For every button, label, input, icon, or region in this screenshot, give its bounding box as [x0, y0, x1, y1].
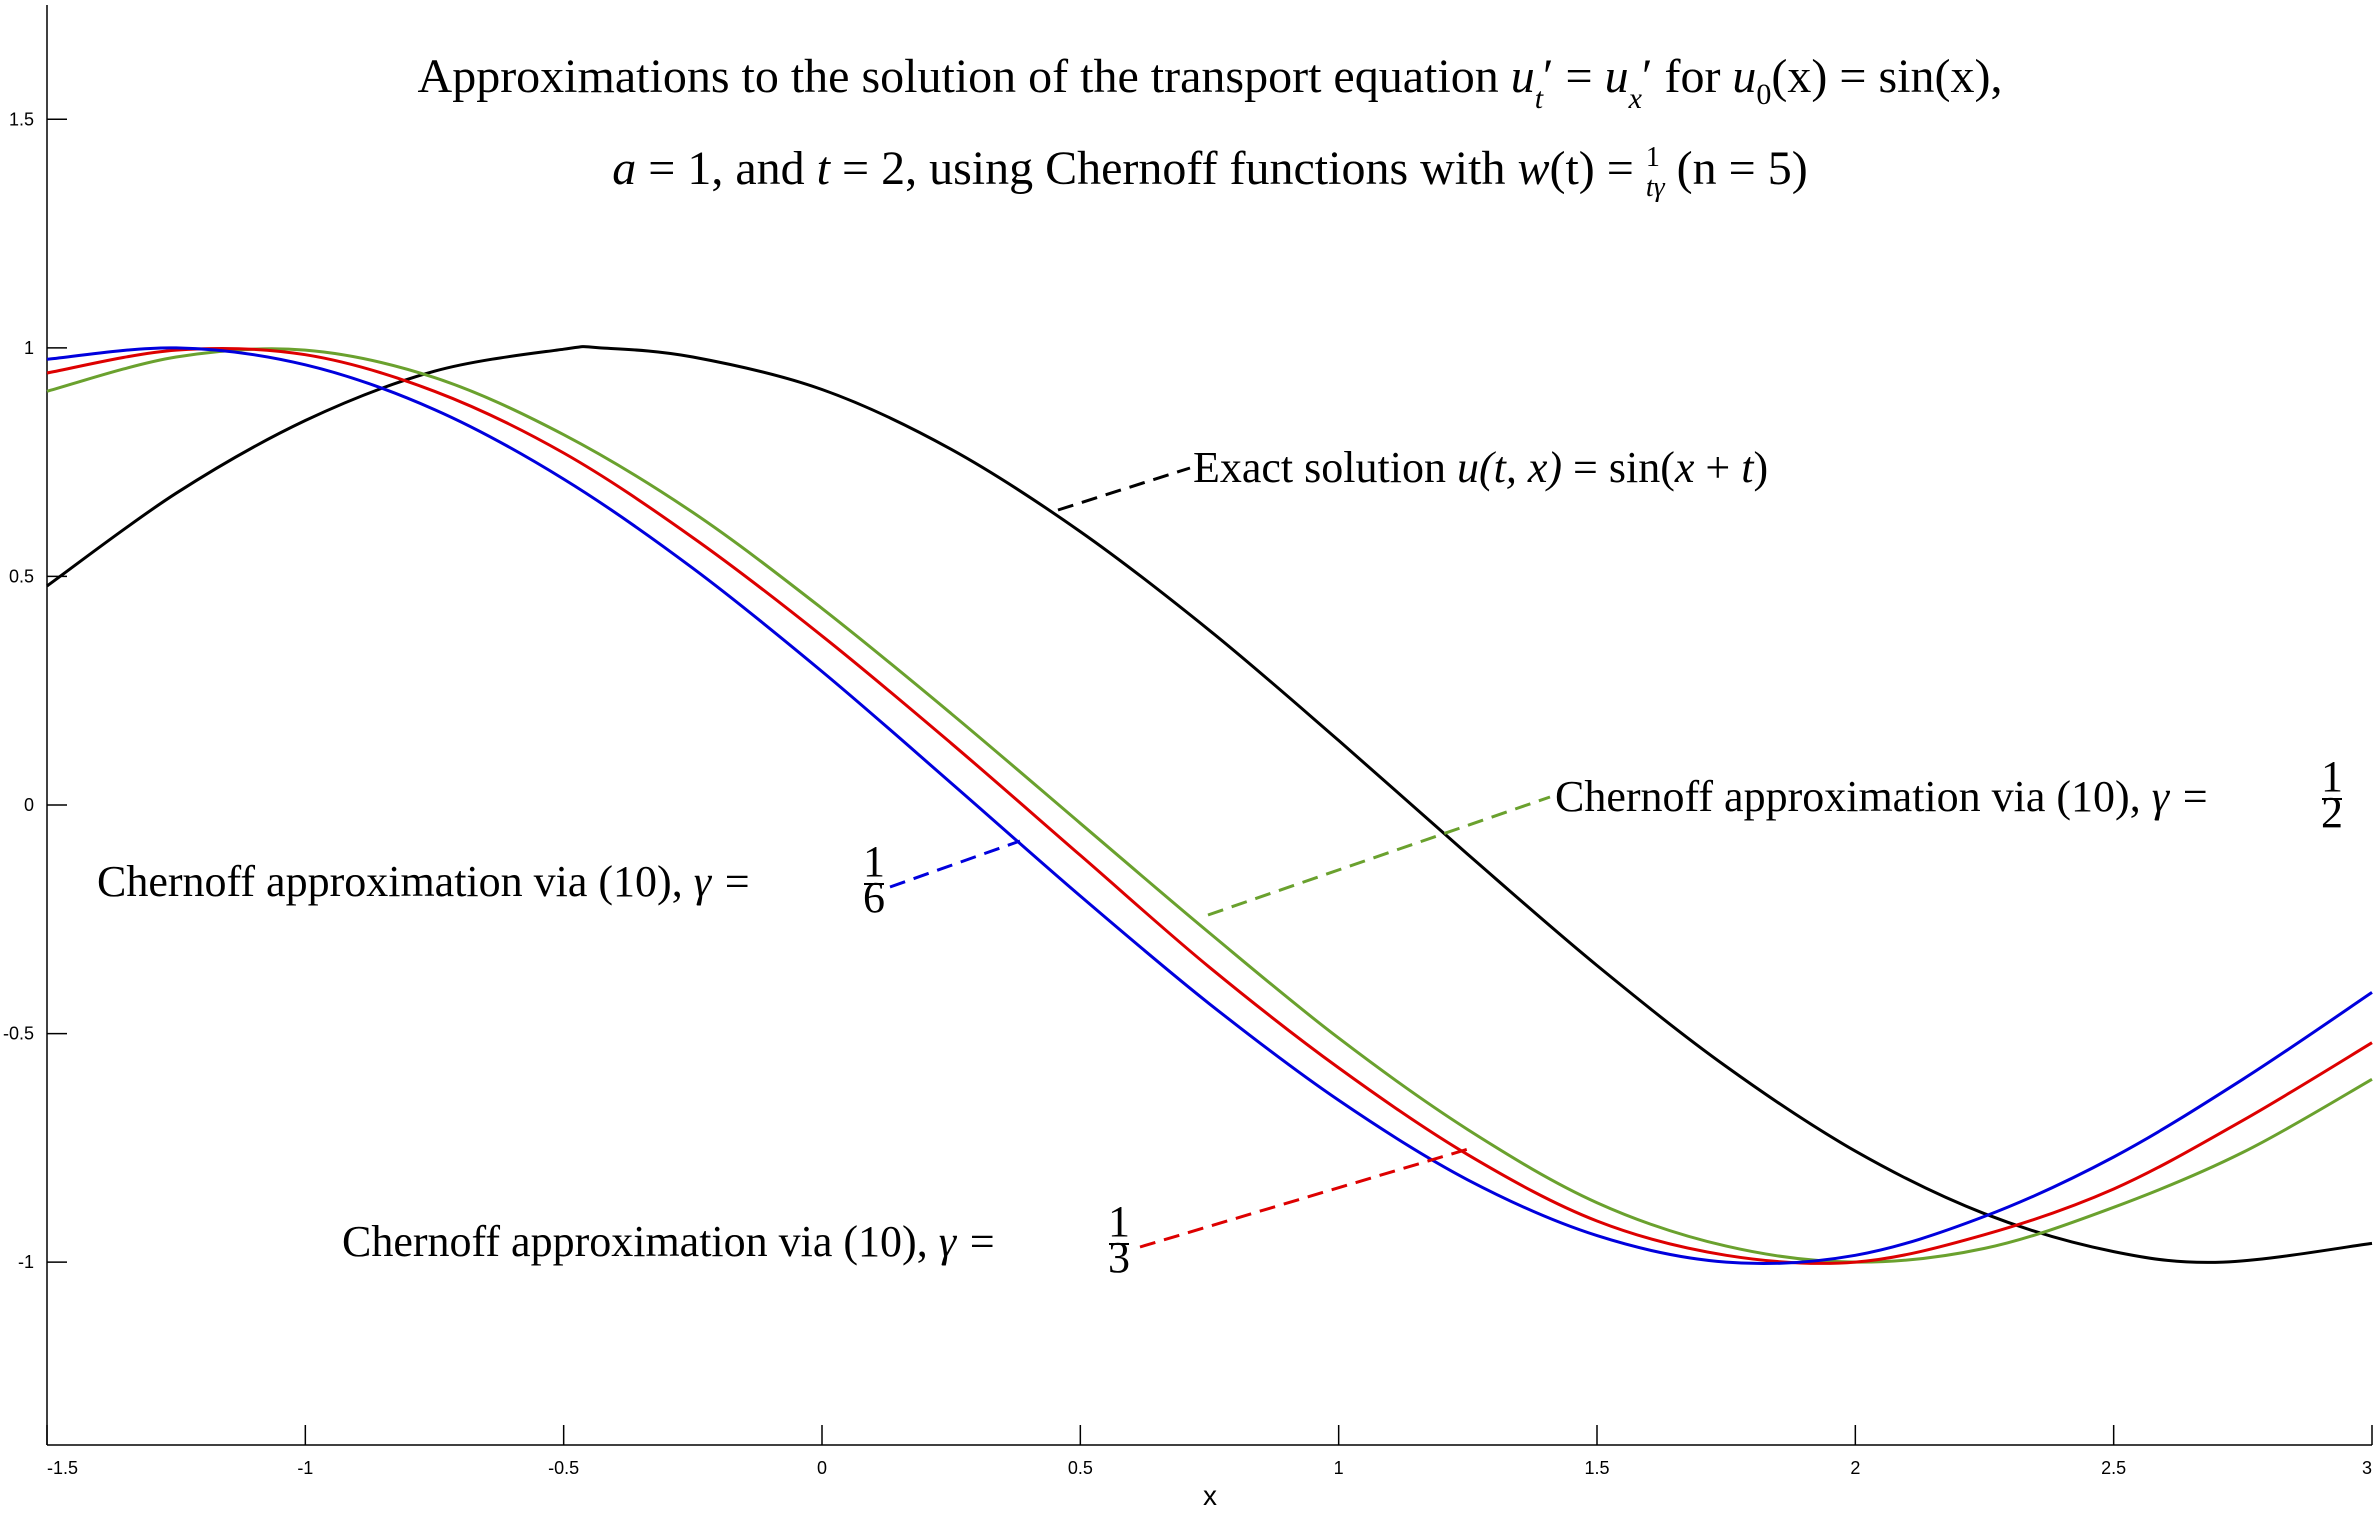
svg-text:1: 1	[2321, 752, 2343, 801]
series-line-gamma-1-6	[46, 346, 2373, 1265]
gamma-1-3-leader-line	[1139, 1145, 1476, 1249]
series-line-gamma-1-2	[46, 347, 2373, 1264]
svg-text:Chernoff approximation via (10: Chernoff approximation via (10), γ =	[1555, 772, 2210, 821]
x-tick-label: 2	[1850, 1458, 1860, 1478]
y-ticks: -1 -0.5 0 0.5 1 1.5	[3, 109, 67, 1272]
x-axis-label: x	[1203, 1480, 1217, 1511]
x-tick-label: -1	[297, 1458, 313, 1478]
x-tick-label: 0	[817, 1458, 827, 1478]
svg-text:1: 1	[1108, 1197, 1130, 1246]
y-tick-label: 1	[24, 338, 34, 358]
svg-text:3: 3	[1108, 1233, 1130, 1282]
annotation-gamma-1-6: Chernoff approximation via (10), γ = 1 6	[97, 837, 885, 922]
annotation-gamma-1-3: Chernoff approximation via (10), γ = 1 3	[342, 1197, 1130, 1282]
svg-text:Chernoff approximation via (10: Chernoff approximation via (10), γ =	[97, 857, 752, 906]
series-line-exact	[46, 345, 2373, 1264]
x-tick-label: 3	[2362, 1458, 2372, 1478]
gamma-1-6-leader-line	[889, 839, 1021, 889]
y-tick-label: -1	[18, 1252, 34, 1272]
y-tick-label: 0	[24, 795, 34, 815]
x-tick-label: -1.5	[47, 1458, 78, 1478]
svg-text:1: 1	[863, 837, 885, 886]
chart-title-line-2: a = 1, and t = 2, using Chernoff functio…	[612, 142, 1807, 203]
y-tick-label: 1.5	[9, 109, 34, 129]
x-tick-label: 1.5	[1584, 1458, 1609, 1478]
x-tick-label: 2.5	[2101, 1458, 2126, 1478]
x-tick-label: -0.5	[548, 1458, 579, 1478]
x-tick-label: 0.5	[1068, 1458, 1093, 1478]
x-tick-label: 1	[1334, 1458, 1344, 1478]
svg-text:6: 6	[863, 873, 885, 922]
svg-text:Chernoff approximation via (10: Chernoff approximation via (10), γ =	[342, 1217, 997, 1266]
annotation-gamma-1-2: Chernoff approximation via (10), γ = 1 2	[1555, 752, 2343, 837]
x-ticks: -1.5 -1 -0.5 0 0.5 1 1.5 2 2.5 3	[46, 1425, 2373, 1478]
chart-title-line-1: Approximations to the solution of the tr…	[418, 50, 2003, 115]
annotation-exact: Exact solution u(t, x) = sin(x + t)	[1193, 443, 1768, 492]
series-line-gamma-1-3	[46, 346, 2373, 1265]
svg-text:2: 2	[2321, 788, 2343, 837]
y-tick-label: -0.5	[3, 1024, 34, 1044]
exact-leader-line	[1057, 466, 1191, 512]
gamma-1-2-leader-line	[1207, 795, 1551, 917]
y-tick-label: 0.5	[9, 566, 34, 586]
